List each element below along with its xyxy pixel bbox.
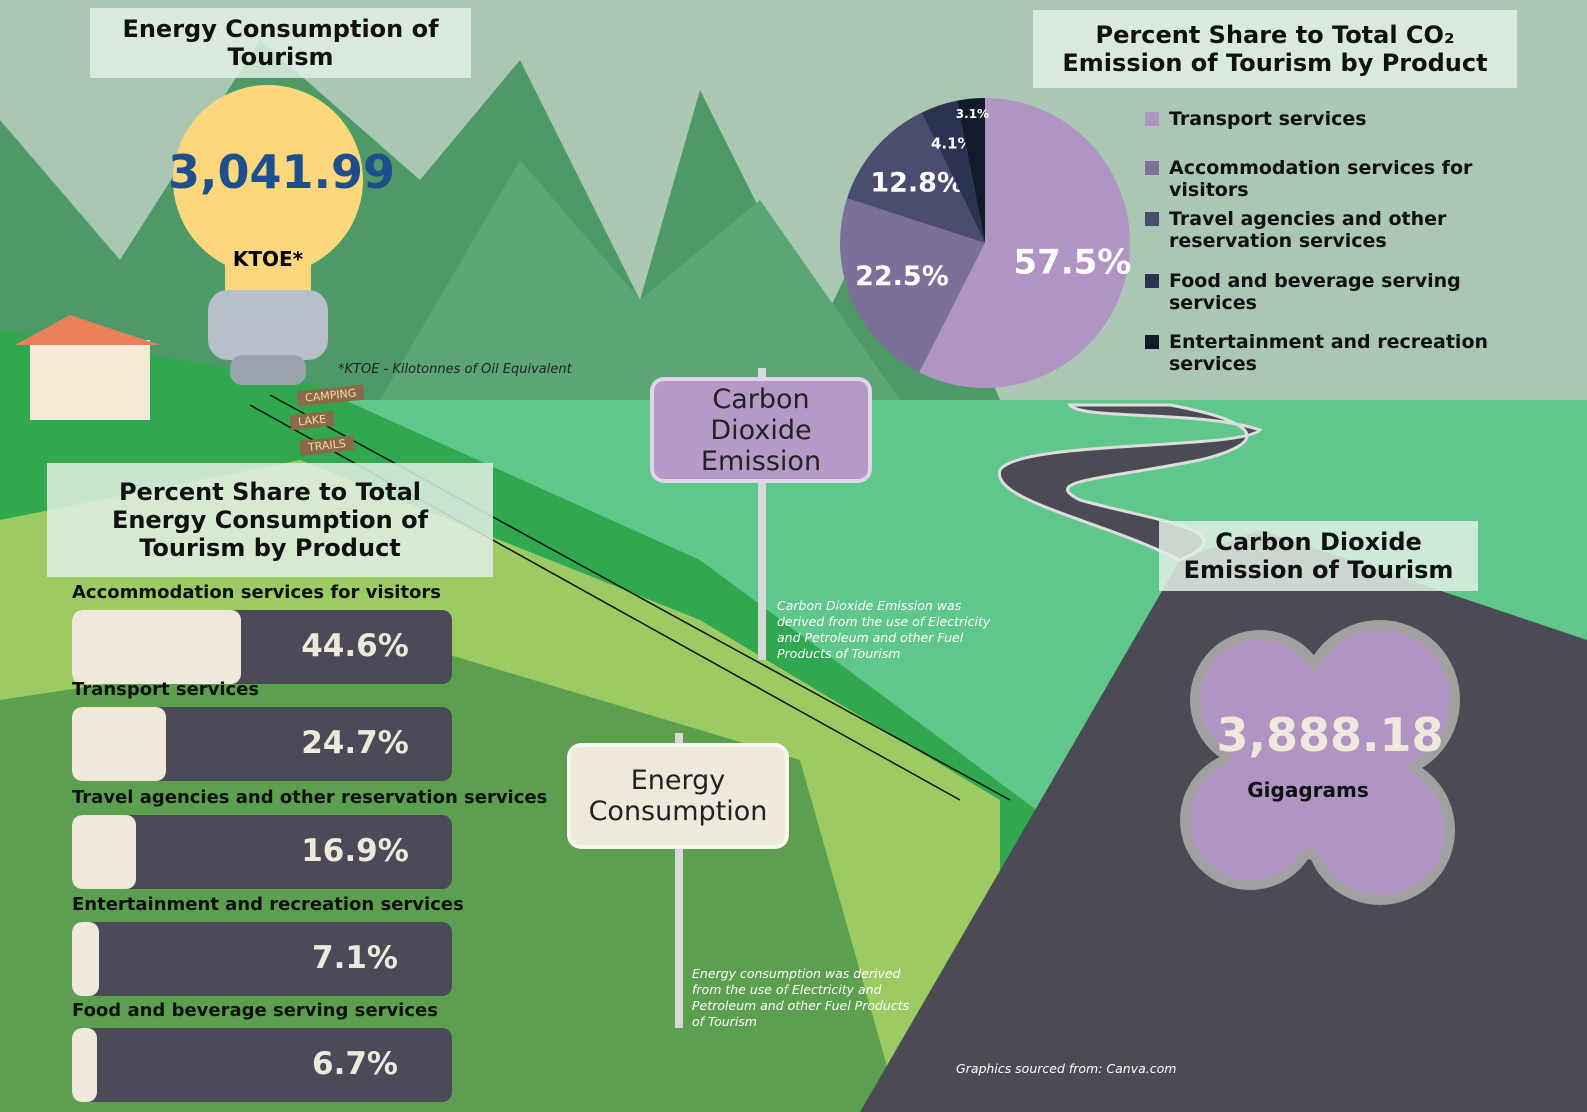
bar-label: Food and beverage serving services <box>72 1000 438 1021</box>
co2-title: Carbon Dioxide Emission of Tourism <box>1159 521 1478 591</box>
bar-value: 7.1% <box>270 940 440 976</box>
co2-note: Carbon Dioxide Emission was derived from… <box>777 598 997 662</box>
infographic: 57.5%22.5%12.8%4.1%3.1% Energy Consumpti… <box>0 0 1587 1112</box>
legend-item: Entertainment and recreation services <box>1145 331 1535 375</box>
pie-label: 12.8% <box>870 167 964 198</box>
legend-swatch <box>1145 335 1159 349</box>
pie-label: 3.1% <box>956 107 989 121</box>
bar <box>72 707 166 781</box>
legend-label: Food and beverage serving services <box>1169 270 1535 314</box>
footnote: *KTOE - Kilotonnes of Oil Equivalent <box>338 362 572 377</box>
co2-sign: Carbon Dioxide Emission <box>650 377 872 483</box>
legend-swatch <box>1145 274 1159 288</box>
pie-label: 22.5% <box>855 261 949 292</box>
bar-label: Accommodation services for visitors <box>72 582 441 603</box>
pie-title: Percent Share to Total CO₂ Emission of T… <box>1033 10 1517 88</box>
legend-swatch <box>1145 112 1159 126</box>
energy-unit: KTOE* <box>168 247 368 271</box>
co2-unit: Gigagrams <box>1208 778 1408 802</box>
bar <box>72 815 136 889</box>
legend-item: Transport services <box>1145 108 1535 130</box>
bar <box>72 610 241 684</box>
bar <box>72 1028 97 1102</box>
bar-title: Percent Share to Total Energy Consumptio… <box>47 463 493 577</box>
bar-value: 44.6% <box>270 628 440 664</box>
legend-label: Travel agencies and other reservation se… <box>1169 208 1535 252</box>
legend-item: Travel agencies and other reservation se… <box>1145 208 1535 252</box>
legend-label: Accommodation services for visitors <box>1169 157 1535 201</box>
credit: Graphics sourced from: Canva.com <box>956 1061 1176 1077</box>
energy-sign: Energy Consumption <box>567 743 789 849</box>
pie-label: 57.5% <box>1013 242 1131 282</box>
energy-note: Energy consumption was derived from the … <box>692 966 912 1030</box>
legend-label: Entertainment and recreation services <box>1169 331 1535 375</box>
bar-label: Transport services <box>72 679 259 700</box>
bar-value: 24.7% <box>270 725 440 761</box>
legend-item: Food and beverage serving services <box>1145 270 1535 314</box>
bar-value: 16.9% <box>270 833 440 869</box>
bar-label: Entertainment and recreation services <box>72 894 464 915</box>
bar <box>72 922 99 996</box>
energy-value: 3,041.99 <box>168 145 368 199</box>
bar-value: 6.7% <box>270 1046 440 1082</box>
bar-label: Travel agencies and other reservation se… <box>72 787 547 808</box>
energy-title: Energy Consumption of Tourism <box>90 8 471 78</box>
legend-item: Accommodation services for visitors <box>1145 157 1535 201</box>
legend-swatch <box>1145 212 1159 226</box>
legend-label: Transport services <box>1169 108 1367 130</box>
co2-value: 3,888.18 <box>1210 708 1450 762</box>
legend-swatch <box>1145 161 1159 175</box>
